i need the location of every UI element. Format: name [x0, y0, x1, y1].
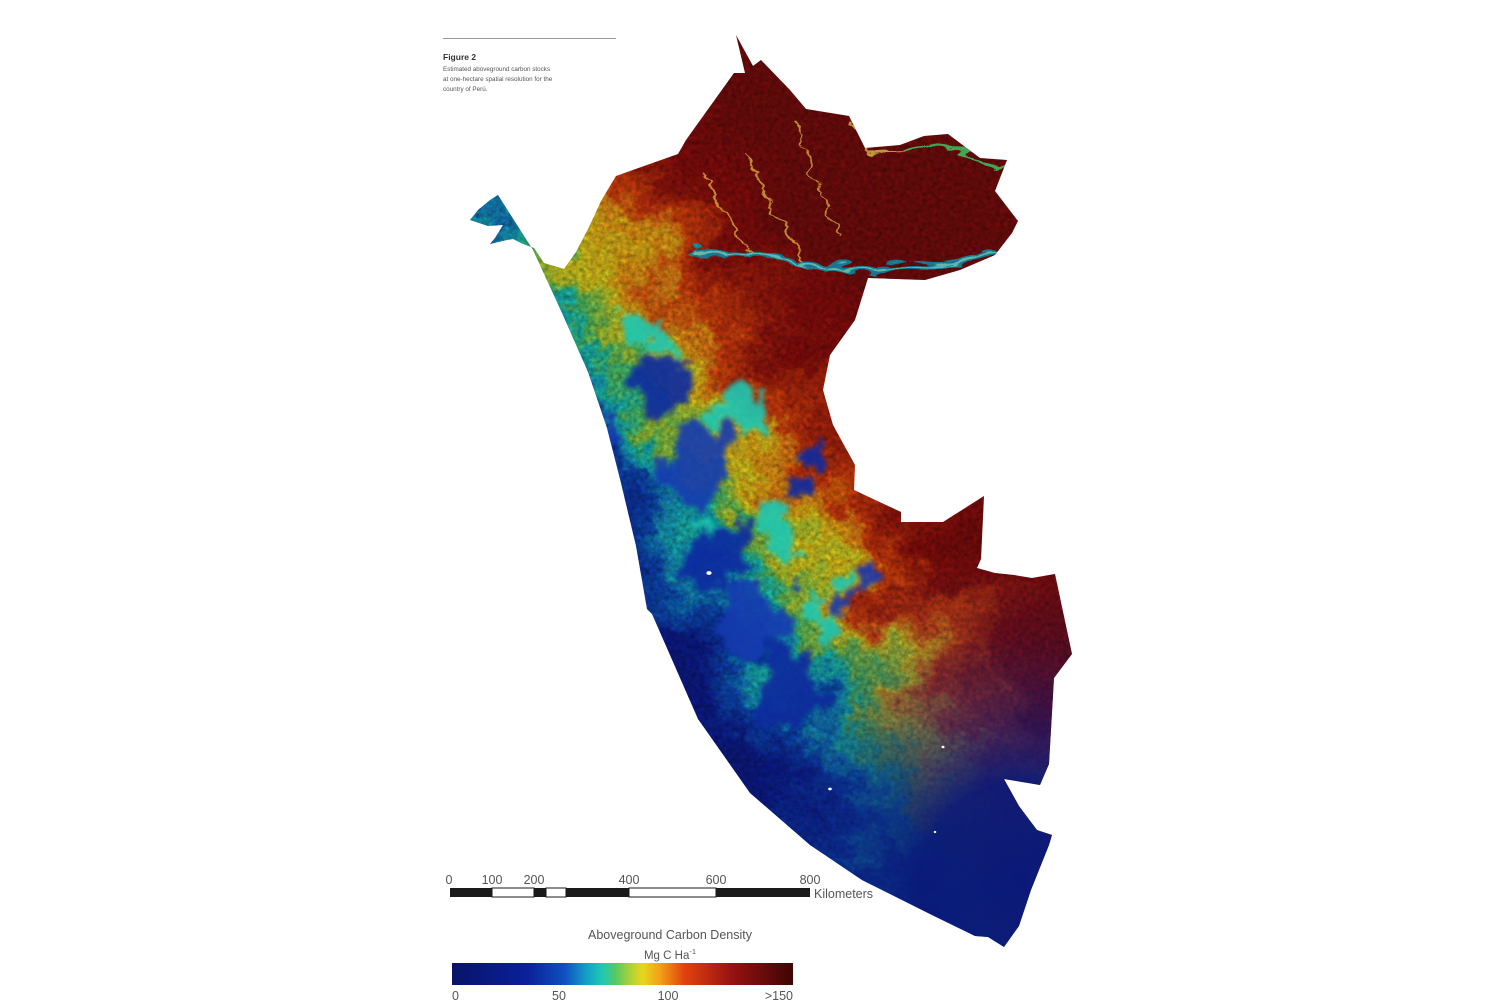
- svg-text:0: 0: [452, 989, 459, 1000]
- svg-text:50: 50: [552, 989, 566, 1000]
- svg-text:>150: >150: [765, 989, 793, 1000]
- svg-text:100: 100: [658, 989, 679, 1000]
